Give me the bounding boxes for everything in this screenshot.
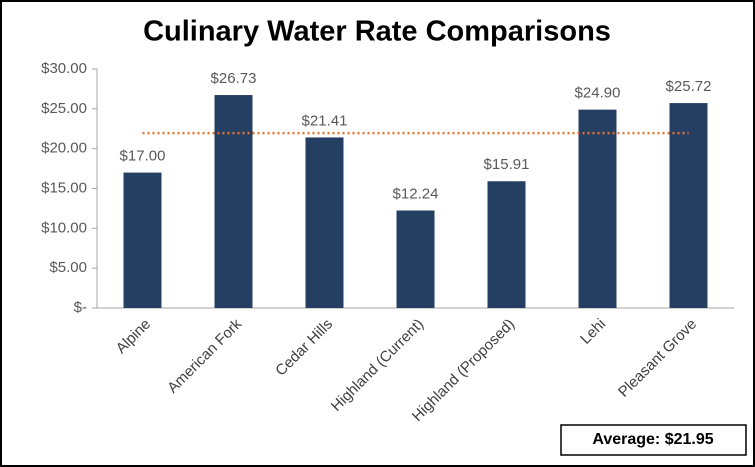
- value-label: $17.00: [120, 148, 166, 165]
- bar: [214, 95, 253, 309]
- y-tick-label: $-: [74, 299, 87, 316]
- y-tick-label: $20.00: [41, 140, 87, 157]
- value-label: $24.90: [575, 85, 621, 102]
- bar: [396, 210, 435, 308]
- bar: [123, 172, 162, 308]
- bar: [578, 109, 617, 308]
- chart-title: Culinary Water Rate Comparisons: [143, 16, 611, 48]
- value-label: $12.24: [393, 185, 439, 202]
- y-tick-label: $15.00: [41, 179, 87, 196]
- value-label: $15.91: [484, 156, 530, 173]
- y-tick-label: $25.00: [41, 100, 87, 117]
- value-label: $21.41: [302, 112, 348, 129]
- average-box: [560, 424, 747, 456]
- average-label: Average: $21.95: [592, 431, 713, 448]
- value-label: $26.73: [211, 70, 257, 87]
- bar: [305, 137, 344, 308]
- y-tick-label: $10.00: [41, 219, 87, 236]
- y-tick-label: $5.00: [49, 259, 87, 276]
- bar: [487, 181, 526, 308]
- bar: [669, 103, 708, 308]
- y-tick-label: $30.00: [41, 60, 87, 77]
- value-label: $25.72: [666, 78, 712, 95]
